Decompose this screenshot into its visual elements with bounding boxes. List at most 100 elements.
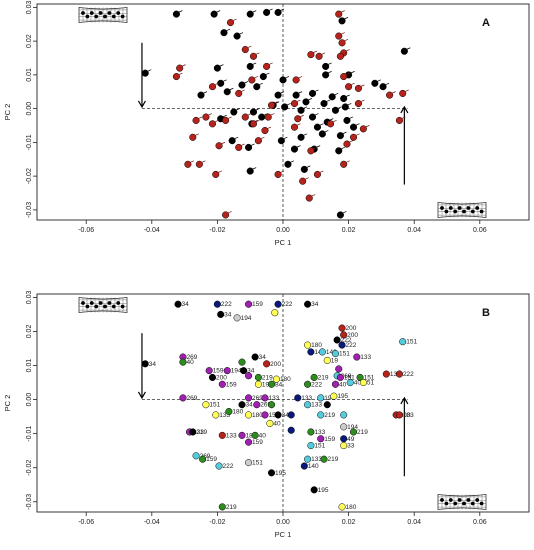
data-point <box>307 147 315 155</box>
data-point <box>345 83 353 91</box>
point-label: 194 <box>241 315 252 322</box>
point-tag <box>234 136 239 140</box>
data-point <box>313 170 321 178</box>
point-label: 222 <box>403 371 414 378</box>
point-tag <box>342 131 347 134</box>
panel-label: B <box>482 307 490 319</box>
data-point <box>300 165 308 173</box>
data-point <box>218 503 226 511</box>
point-tag <box>337 106 342 109</box>
point-label: 151 <box>364 374 375 381</box>
data-point <box>340 94 348 103</box>
point-label: 180 <box>346 504 357 511</box>
data-point <box>346 379 354 387</box>
data-point <box>215 462 223 470</box>
point-label: 19 <box>331 357 339 364</box>
data-point <box>212 170 220 178</box>
data-point <box>292 76 300 84</box>
point-label: 195 <box>275 470 286 477</box>
point-tag <box>214 119 219 123</box>
inset-landmark <box>440 206 444 210</box>
point-label: 219 <box>196 429 207 436</box>
data-point <box>300 462 308 470</box>
inset-landmark <box>440 498 444 502</box>
data-point <box>238 431 246 439</box>
x-tick-label: 0.06 <box>473 227 487 234</box>
data-point <box>251 353 259 361</box>
data-point <box>240 367 248 375</box>
data-point <box>238 358 246 366</box>
point-tag <box>223 114 227 118</box>
point-tag <box>296 123 301 126</box>
data-point <box>208 120 217 128</box>
point-label: 180 <box>280 376 291 383</box>
point-label: 40 <box>354 380 362 387</box>
data-point <box>304 455 312 463</box>
data-point <box>189 428 197 436</box>
deformation-grid-bottom-right <box>437 494 487 510</box>
point-tag <box>296 145 301 148</box>
point-label: 34 <box>282 412 290 419</box>
data-point <box>246 10 254 18</box>
point-label: 222 <box>346 342 357 349</box>
data-point <box>323 401 331 409</box>
point-tag <box>250 143 255 146</box>
point-tag <box>178 10 183 13</box>
inset-landmark <box>107 301 112 305</box>
point-tag <box>406 47 411 50</box>
point-tag <box>327 62 332 65</box>
inset-landmark <box>107 11 112 15</box>
point-tag <box>347 103 352 106</box>
data-point <box>233 314 241 322</box>
data-point <box>297 133 305 141</box>
data-point <box>331 350 340 358</box>
x-tick-label: -0.02 <box>209 519 225 526</box>
y-tick-label: -0.01 <box>26 426 33 442</box>
data-point <box>238 81 246 89</box>
inset-landmark <box>111 14 116 19</box>
point-tag <box>252 10 257 13</box>
point-label: 133 <box>360 354 371 361</box>
point-tag <box>350 82 355 86</box>
point-tag <box>247 45 252 48</box>
data-point <box>241 113 249 121</box>
point-tag <box>280 170 285 173</box>
point-tag <box>285 76 290 79</box>
data-point <box>356 373 364 382</box>
point-tag <box>227 116 232 119</box>
point-label: 133 <box>226 432 237 439</box>
data-point <box>379 83 387 91</box>
point-tag <box>346 49 350 52</box>
data-point <box>338 324 346 332</box>
point-tag <box>342 211 347 214</box>
point-tag <box>190 160 195 163</box>
point-label: 219 <box>357 429 368 436</box>
x-axis-title: PC 1 <box>275 238 292 247</box>
data-point <box>263 62 271 70</box>
point-label: 34 <box>246 402 254 409</box>
data-point <box>336 132 344 140</box>
data-point <box>338 341 346 349</box>
data-point <box>336 52 344 60</box>
data-point <box>335 365 343 373</box>
data-point <box>317 435 325 443</box>
data-point <box>354 84 362 92</box>
data-point <box>245 438 253 446</box>
point-tag <box>346 160 350 163</box>
point-tag <box>308 98 313 101</box>
point-tag <box>244 81 249 84</box>
data-point <box>264 113 272 121</box>
data-point <box>305 194 313 202</box>
inset-landmark <box>98 301 103 305</box>
point-tag <box>349 140 354 143</box>
y-tick-label: -0.03 <box>26 202 33 218</box>
x-tick-label: -0.04 <box>144 519 160 526</box>
point-label: 269 <box>260 402 271 409</box>
point-label: 222 <box>282 301 293 308</box>
point-label: 40 <box>186 359 194 366</box>
point-label: 200 <box>216 374 227 381</box>
data-point <box>349 428 358 436</box>
point-tag <box>401 116 406 119</box>
point-tag <box>332 119 337 123</box>
point-label: 159 <box>324 436 335 443</box>
